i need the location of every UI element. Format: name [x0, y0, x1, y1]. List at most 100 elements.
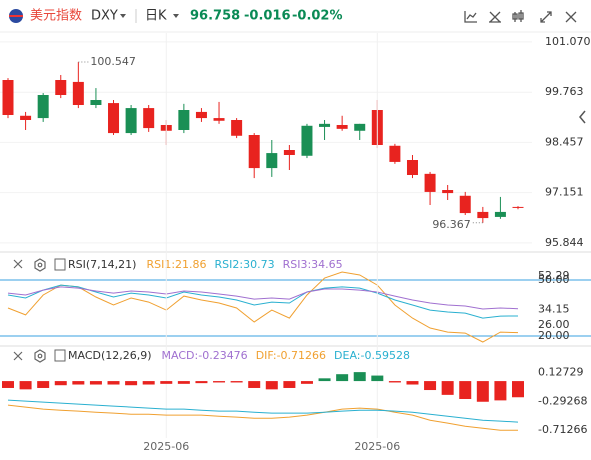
candle-body — [389, 145, 401, 162]
macd-bar — [353, 372, 366, 382]
change-percent: -0.02% — [292, 9, 343, 24]
dropdown-arrow[interactable] — [173, 14, 179, 18]
y-tick-label: 26.00 — [538, 318, 570, 331]
draw-icon[interactable] — [489, 11, 501, 23]
indicator-line — [7, 271, 519, 343]
legend-entry: DIF:-0.71266 — [256, 349, 326, 362]
indicator-line — [7, 404, 518, 431]
candle-body — [125, 108, 137, 134]
candle-body — [406, 160, 418, 175]
candle-body — [20, 115, 32, 120]
legend-entry: RSI1:21.86 — [146, 258, 206, 271]
macd-bar — [512, 381, 524, 398]
candle-body — [2, 80, 14, 115]
macd-bar — [107, 381, 120, 385]
macd-bar — [371, 375, 384, 382]
indicator-line — [7, 399, 519, 423]
macd-bar — [388, 381, 401, 383]
indicator-title: RSI(7,14,21) — [68, 258, 136, 271]
price: 96.758 — [190, 9, 240, 24]
macd-bar — [230, 381, 243, 383]
toggle-icon[interactable] — [54, 349, 66, 362]
close-icon[interactable] — [565, 11, 577, 23]
header: 美元指数 DXY 日K 96.758 -0.016 -0.02% — [9, 9, 577, 24]
toggle-icon[interactable] — [54, 258, 66, 271]
level-label: 20.00 — [538, 329, 570, 342]
x-tick-label: 2025-06 — [354, 440, 400, 453]
macd-bar — [142, 381, 155, 385]
dropdown-arrow[interactable] — [120, 14, 126, 18]
macd-bar — [441, 381, 454, 395]
indicator-line — [7, 286, 519, 310]
candle-body — [195, 111, 207, 119]
legend-entry: RSI2:30.73 — [215, 258, 275, 271]
collapse-arrow[interactable] — [579, 110, 586, 124]
macd-bar — [300, 381, 313, 384]
macd-bar — [54, 381, 67, 386]
macd-bar — [37, 381, 50, 388]
y-tick-label: 99.763 — [545, 85, 584, 98]
y-tick-label: -0.29268 — [538, 394, 587, 407]
candle-body — [354, 123, 366, 131]
candle-body — [301, 125, 313, 156]
indicator-line — [7, 284, 519, 319]
legend-entry: MACD:-0.23476 — [162, 349, 248, 362]
candle-body — [477, 211, 489, 219]
y-tick-label: 52.29 — [538, 269, 570, 282]
candle-body — [72, 81, 84, 105]
settings-icon[interactable] — [34, 258, 46, 272]
settings-icon[interactable] — [34, 349, 46, 363]
candle-body — [512, 206, 524, 208]
x-tick-label: 2025-06 — [143, 440, 189, 453]
candle-body — [494, 211, 506, 217]
max-annotation: 100.547 — [90, 55, 135, 68]
macd-bar — [318, 378, 331, 382]
y-tick-label: 34.15 — [538, 303, 570, 316]
macd-bar — [336, 374, 349, 382]
candle-body — [55, 80, 67, 95]
candle-body — [37, 95, 49, 119]
settings-icon-dot — [37, 262, 43, 268]
candle-icon[interactable] — [512, 10, 524, 22]
y-tick-label: 95.844 — [545, 236, 584, 249]
period[interactable]: 日K — [145, 9, 167, 24]
instrument-name[interactable]: 美元指数 — [30, 9, 82, 24]
macd-bar — [160, 381, 173, 384]
macd-bar — [89, 381, 102, 385]
macd-bar — [476, 381, 489, 402]
y-tick-label: 98.457 — [545, 135, 584, 148]
candle-body — [336, 125, 348, 129]
legend-entry: RSI3:34.65 — [283, 258, 343, 271]
macd-bar — [195, 381, 208, 384]
macd-bar — [213, 381, 226, 383]
level-label: 50.00 — [538, 273, 570, 286]
min-annotation: 96.367 — [432, 218, 471, 231]
symbol[interactable]: DXY — [91, 9, 118, 24]
candle-body — [108, 103, 120, 134]
fullscreen-icon[interactable] — [540, 11, 552, 23]
remove-indicator-icon[interactable] — [13, 351, 23, 361]
change: -0.016 — [244, 9, 291, 24]
y-tick-label: 0.12729 — [538, 365, 584, 378]
candle-body — [266, 153, 278, 169]
remove-indicator-icon[interactable] — [13, 259, 23, 269]
y-tick-label: 97.151 — [545, 186, 584, 199]
y-tick-label: 101.070 — [545, 35, 591, 48]
candle-body — [283, 150, 295, 155]
macd-bar — [72, 381, 85, 385]
candle-body — [319, 123, 331, 127]
candle-body — [143, 108, 155, 129]
macd-bar — [406, 381, 419, 385]
candle-body — [90, 100, 102, 105]
indicator-icon[interactable] — [464, 11, 477, 23]
candle-body — [442, 190, 454, 194]
candle-body — [178, 110, 190, 130]
candle-body — [459, 195, 471, 214]
macd-bar — [265, 381, 278, 390]
toolbar — [464, 10, 577, 23]
macd-bar — [125, 381, 138, 386]
macd-bar — [2, 381, 14, 388]
indicator-title: MACD(12,26,9) — [68, 349, 152, 362]
candle-body — [248, 135, 260, 169]
